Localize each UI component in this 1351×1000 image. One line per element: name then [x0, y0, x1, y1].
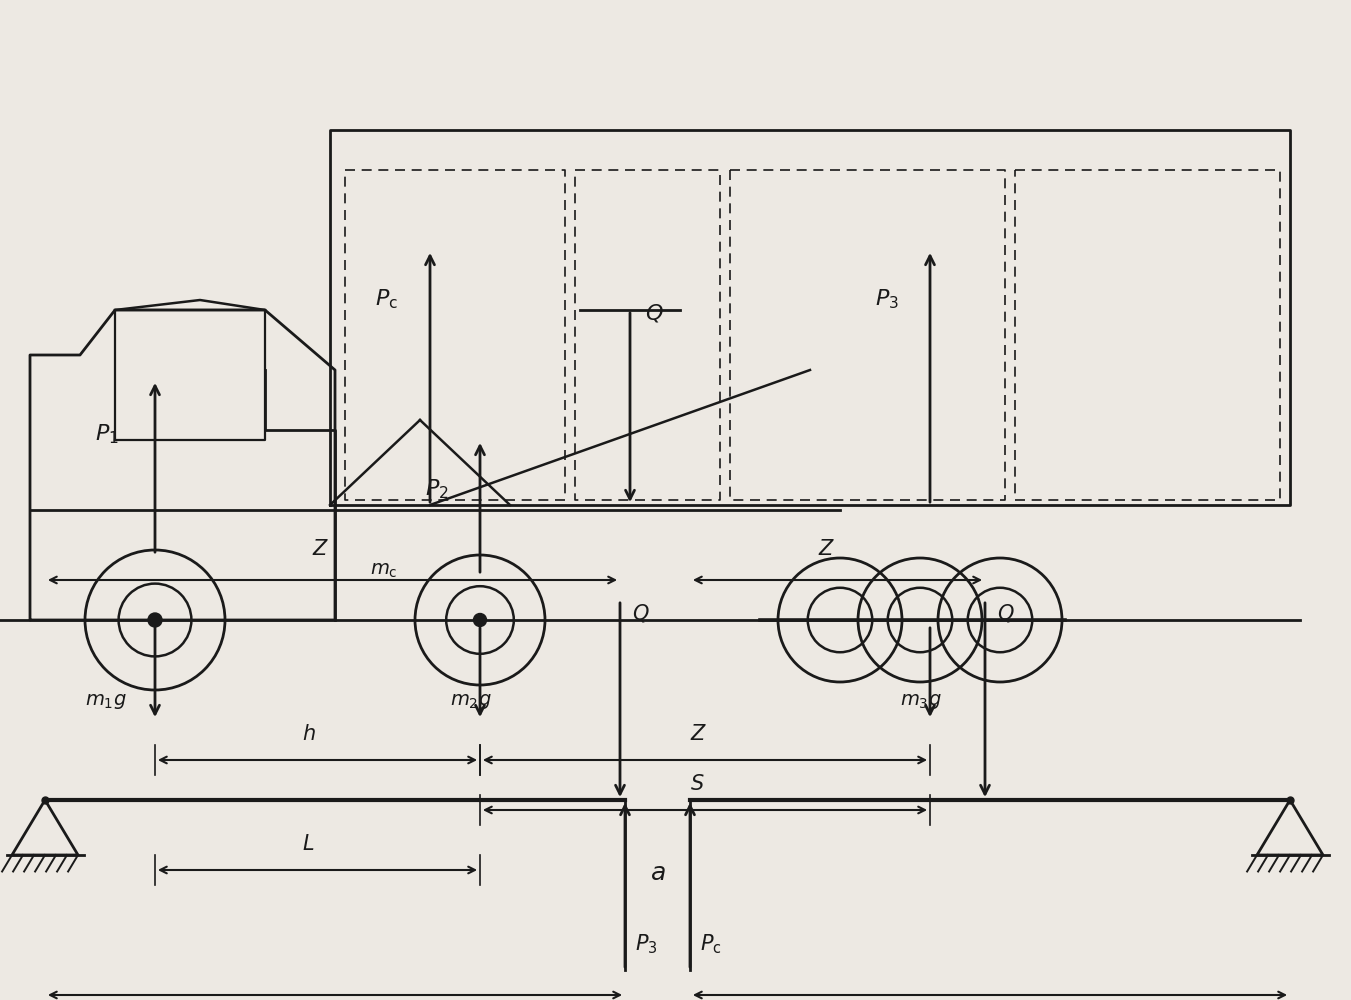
Text: $P_3$: $P_3$	[635, 932, 658, 956]
Text: $P_2$: $P_2$	[426, 477, 449, 501]
Text: $a$: $a$	[650, 861, 666, 885]
Circle shape	[473, 613, 486, 626]
Text: $Q$: $Q$	[632, 602, 650, 624]
Text: $P_{\rm c}$: $P_{\rm c}$	[700, 932, 721, 956]
Circle shape	[149, 613, 162, 627]
Text: $m_1g$: $m_1g$	[85, 692, 127, 711]
Text: $Z$: $Z$	[817, 539, 835, 559]
Text: $Z$: $Z$	[312, 539, 330, 559]
Text: $m_2g$: $m_2g$	[450, 692, 492, 711]
Text: $L$: $L$	[303, 834, 315, 854]
Text: $Q$: $Q$	[644, 302, 663, 324]
Text: $m_3g$: $m_3g$	[900, 692, 942, 711]
Text: $P_{\rm c}$: $P_{\rm c}$	[376, 287, 399, 311]
Text: $Q$: $Q$	[997, 602, 1015, 624]
Text: $m_{\rm c}$: $m_{\rm c}$	[370, 561, 397, 580]
Text: $P_3$: $P_3$	[875, 287, 898, 311]
Text: $P_1$: $P_1$	[95, 422, 119, 446]
Text: $h$: $h$	[303, 724, 316, 744]
Text: $S$: $S$	[690, 774, 705, 794]
Text: $Z$: $Z$	[690, 724, 707, 744]
